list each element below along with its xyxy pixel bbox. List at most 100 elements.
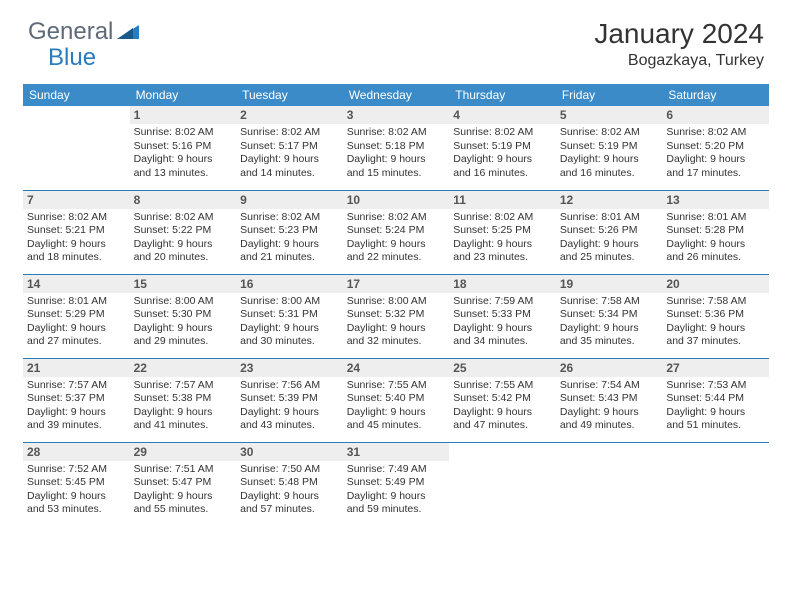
day-cell: 4Sunrise: 8:02 AMSunset: 5:19 PMDaylight…	[449, 106, 556, 190]
day-number: 1	[130, 106, 237, 124]
daylight: and 55 minutes.	[134, 503, 233, 517]
sunrise: Sunrise: 7:54 AM	[560, 379, 659, 393]
sunrise: Sunrise: 8:02 AM	[453, 126, 552, 140]
sunrise: Sunrise: 7:57 AM	[134, 379, 233, 393]
day-number: 12	[556, 191, 663, 209]
sunset: Sunset: 5:49 PM	[347, 476, 446, 490]
sunrise: Sunrise: 8:02 AM	[347, 126, 446, 140]
daylight: and 27 minutes.	[27, 335, 126, 349]
daylight: Daylight: 9 hours	[666, 153, 765, 167]
sunrise: Sunrise: 8:02 AM	[134, 211, 233, 225]
daylight: and 17 minutes.	[666, 167, 765, 181]
sunrise: Sunrise: 7:55 AM	[347, 379, 446, 393]
day-cell: 6Sunrise: 8:02 AMSunset: 5:20 PMDaylight…	[662, 106, 769, 190]
day-header: Sunday	[23, 84, 130, 106]
sunset: Sunset: 5:18 PM	[347, 140, 446, 154]
daylight: and 13 minutes.	[134, 167, 233, 181]
day-number: 20	[662, 275, 769, 293]
day-cell: 2Sunrise: 8:02 AMSunset: 5:17 PMDaylight…	[236, 106, 343, 190]
day-cell: 10Sunrise: 8:02 AMSunset: 5:24 PMDayligh…	[343, 190, 450, 274]
daylight: Daylight: 9 hours	[240, 238, 339, 252]
sunrise: Sunrise: 7:56 AM	[240, 379, 339, 393]
location: Bogazkaya, Turkey	[594, 52, 764, 70]
daylight: Daylight: 9 hours	[666, 322, 765, 336]
day-number: 9	[236, 191, 343, 209]
sunrise: Sunrise: 7:59 AM	[453, 295, 552, 309]
day-cell: 29Sunrise: 7:51 AMSunset: 5:47 PMDayligh…	[130, 442, 237, 526]
sunset: Sunset: 5:42 PM	[453, 392, 552, 406]
daylight: and 23 minutes.	[453, 251, 552, 265]
calendar-body: 1Sunrise: 8:02 AMSunset: 5:16 PMDaylight…	[23, 106, 769, 526]
logo: General	[28, 18, 141, 46]
daylight: and 29 minutes.	[134, 335, 233, 349]
sunset: Sunset: 5:31 PM	[240, 308, 339, 322]
day-number: 23	[236, 359, 343, 377]
day-header: Wednesday	[343, 84, 450, 106]
daylight: and 16 minutes.	[453, 167, 552, 181]
sunrise: Sunrise: 8:02 AM	[453, 211, 552, 225]
day-number: 31	[343, 443, 450, 461]
day-cell: 17Sunrise: 8:00 AMSunset: 5:32 PMDayligh…	[343, 274, 450, 358]
sunset: Sunset: 5:36 PM	[666, 308, 765, 322]
day-header: Tuesday	[236, 84, 343, 106]
daylight: Daylight: 9 hours	[134, 406, 233, 420]
sunrise: Sunrise: 8:00 AM	[347, 295, 446, 309]
daylight: Daylight: 9 hours	[134, 322, 233, 336]
day-number: 22	[130, 359, 237, 377]
day-number: 19	[556, 275, 663, 293]
day-cell: 25Sunrise: 7:55 AMSunset: 5:42 PMDayligh…	[449, 358, 556, 442]
day-cell: 9Sunrise: 8:02 AMSunset: 5:23 PMDaylight…	[236, 190, 343, 274]
daylight: Daylight: 9 hours	[134, 153, 233, 167]
sunrise: Sunrise: 7:52 AM	[27, 463, 126, 477]
sunrise: Sunrise: 7:50 AM	[240, 463, 339, 477]
day-number: 11	[449, 191, 556, 209]
day-header: Friday	[556, 84, 663, 106]
logo-text-general: General	[28, 18, 113, 46]
daylight: Daylight: 9 hours	[560, 238, 659, 252]
daylight: and 53 minutes.	[27, 503, 126, 517]
day-cell: 22Sunrise: 7:57 AMSunset: 5:38 PMDayligh…	[130, 358, 237, 442]
day-number: 10	[343, 191, 450, 209]
daylight: and 32 minutes.	[347, 335, 446, 349]
daylight: and 20 minutes.	[134, 251, 233, 265]
sunset: Sunset: 5:25 PM	[453, 224, 552, 238]
day-cell: 13Sunrise: 8:01 AMSunset: 5:28 PMDayligh…	[662, 190, 769, 274]
sunrise: Sunrise: 7:55 AM	[453, 379, 552, 393]
day-number: 30	[236, 443, 343, 461]
sunrise: Sunrise: 8:01 AM	[27, 295, 126, 309]
sunset: Sunset: 5:33 PM	[453, 308, 552, 322]
sunrise: Sunrise: 7:51 AM	[134, 463, 233, 477]
daylight: and 51 minutes.	[666, 419, 765, 433]
day-number: 4	[449, 106, 556, 124]
day-cell	[556, 442, 663, 526]
daylight: and 34 minutes.	[453, 335, 552, 349]
daylight: and 21 minutes.	[240, 251, 339, 265]
day-cell: 18Sunrise: 7:59 AMSunset: 5:33 PMDayligh…	[449, 274, 556, 358]
day-header: Saturday	[662, 84, 769, 106]
day-cell: 11Sunrise: 8:02 AMSunset: 5:25 PMDayligh…	[449, 190, 556, 274]
daylight: and 47 minutes.	[453, 419, 552, 433]
sunset: Sunset: 5:21 PM	[27, 224, 126, 238]
day-number: 15	[130, 275, 237, 293]
day-cell: 26Sunrise: 7:54 AMSunset: 5:43 PMDayligh…	[556, 358, 663, 442]
daylight: and 37 minutes.	[666, 335, 765, 349]
daylight: Daylight: 9 hours	[453, 406, 552, 420]
triangle-icon	[117, 21, 139, 44]
week-row: 14Sunrise: 8:01 AMSunset: 5:29 PMDayligh…	[23, 274, 769, 358]
sunset: Sunset: 5:17 PM	[240, 140, 339, 154]
daylight: Daylight: 9 hours	[347, 153, 446, 167]
daylight: and 22 minutes.	[347, 251, 446, 265]
day-cell	[449, 442, 556, 526]
day-cell: 1Sunrise: 8:02 AMSunset: 5:16 PMDaylight…	[130, 106, 237, 190]
week-row: 7Sunrise: 8:02 AMSunset: 5:21 PMDaylight…	[23, 190, 769, 274]
day-number: 6	[662, 106, 769, 124]
sunset: Sunset: 5:26 PM	[560, 224, 659, 238]
day-number: 29	[130, 443, 237, 461]
sunset: Sunset: 5:19 PM	[560, 140, 659, 154]
daylight: Daylight: 9 hours	[134, 238, 233, 252]
daylight: and 35 minutes.	[560, 335, 659, 349]
day-number: 17	[343, 275, 450, 293]
daylight: Daylight: 9 hours	[347, 406, 446, 420]
daylight: Daylight: 9 hours	[134, 490, 233, 504]
sunset: Sunset: 5:20 PM	[666, 140, 765, 154]
